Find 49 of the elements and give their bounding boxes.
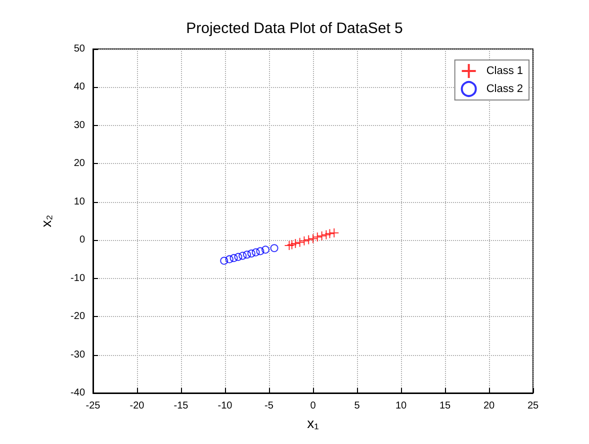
legend-label: Class 1 — [486, 65, 524, 77]
y-tick-label: 30 — [74, 120, 86, 131]
legend-label: Class 2 — [486, 83, 524, 95]
x-axis-title: x₁ — [307, 414, 320, 431]
y-tick-label: -10 — [70, 272, 86, 284]
point — [252, 248, 260, 256]
y-tick-label: 50 — [74, 44, 86, 54]
y-tick-label: 20 — [74, 158, 86, 170]
point — [261, 246, 270, 254]
x-tick-label: -5 — [264, 400, 274, 412]
point — [270, 244, 278, 252]
point — [329, 228, 340, 238]
point — [299, 236, 310, 246]
point — [304, 234, 314, 245]
point — [284, 240, 294, 250]
point — [247, 249, 256, 258]
x-tick-label: 10 — [395, 400, 407, 412]
point — [290, 238, 300, 249]
y-tick-label: 0 — [79, 234, 86, 246]
y-tick-label: 40 — [74, 82, 86, 93]
y-tick-label: -20 — [70, 311, 86, 322]
x-tick-label: 0 — [310, 400, 316, 412]
point — [220, 256, 228, 265]
x-tick-label: -10 — [218, 400, 233, 412]
x-tick-label: 15 — [439, 400, 451, 412]
point — [321, 230, 332, 240]
y-axis-title: x₂ — [38, 214, 54, 228]
y-tick-label: -30 — [70, 349, 86, 360]
x-tick-label: 25 — [527, 400, 539, 412]
y-tick-label: -40 — [70, 388, 86, 398]
point — [308, 234, 318, 244]
point — [286, 240, 297, 250]
x-tick-label: 5 — [354, 400, 360, 412]
point — [294, 237, 305, 248]
point — [256, 247, 264, 256]
x-tick-label: -25 — [86, 400, 101, 412]
x-tick-label: -20 — [130, 400, 145, 412]
point — [238, 252, 247, 260]
point — [230, 254, 238, 262]
point — [324, 228, 335, 239]
chart-title: Projected Data Plot of DataSet 5 — [186, 20, 403, 37]
y-tick-label: 10 — [74, 196, 86, 208]
x-tick-label: 20 — [483, 400, 495, 412]
x-tick-label: -15 — [174, 400, 189, 412]
point — [225, 255, 234, 264]
point — [312, 232, 322, 242]
point — [316, 230, 327, 241]
point — [243, 250, 251, 259]
point — [234, 252, 242, 261]
